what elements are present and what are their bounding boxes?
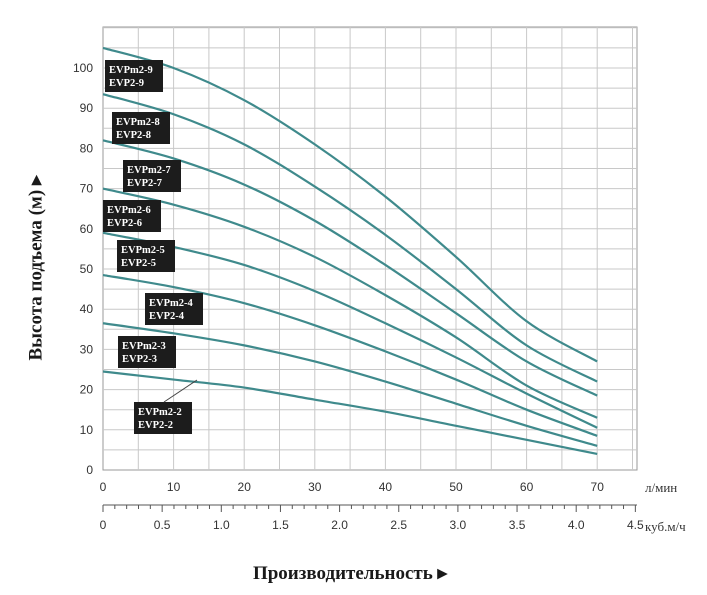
series-label-box: [105, 60, 163, 92]
y-tick-label: 0: [86, 463, 93, 477]
pump-curve-3: [102, 322, 598, 447]
y-tick-label: 20: [80, 383, 94, 397]
pump-curve-9: [102, 46, 598, 363]
series-label-9: EVPm2-9 EVP2-9: [105, 60, 163, 92]
series-label-text: EVPm2-9: [109, 65, 153, 76]
y-tick-label: 100: [73, 61, 93, 75]
x-tick-label: 40: [379, 480, 393, 494]
x2-tick-label: 1.0: [213, 518, 230, 532]
series-label-text: EVP2-3: [122, 354, 157, 365]
y-tick-label: 10: [80, 423, 94, 437]
series-label-text: EVPm2-2: [138, 407, 182, 418]
series-label-text: EVPm2-3: [122, 341, 166, 352]
series-label-box: [118, 336, 176, 368]
series-label-box: [145, 293, 203, 325]
x-tick-label: 0: [100, 480, 107, 494]
series-label-5: EVPm2-5 EVP2-5: [117, 240, 175, 272]
pump-curve-2: [102, 370, 598, 455]
pump-curve-8: [102, 93, 598, 383]
series-label-text: EVP2-9: [109, 78, 144, 89]
series-label-text: EVPm2-8: [116, 117, 160, 128]
series-label-text: EVP2-5: [121, 258, 156, 269]
y-tick-label: 60: [80, 222, 94, 236]
x-tick-label: 60: [520, 480, 534, 494]
pump-curve-6: [102, 187, 598, 419]
x-unit-label-secondary: куб.м/ч: [645, 519, 686, 534]
series-label-3: EVPm2-3 EVP2-3: [118, 336, 176, 368]
series-label-box: [117, 240, 175, 272]
x-tick-label: 30: [308, 480, 322, 494]
x2-tick-label: 2.5: [390, 518, 407, 532]
series-label-text: EVPm2-4: [149, 298, 193, 309]
series-label-7: EVPm2-7 EVP2-7: [123, 160, 181, 192]
series-label-box: [112, 112, 170, 144]
x2-tick-label: 4.5: [627, 518, 644, 532]
series-label-8: EVPm2-8 EVP2-8: [112, 112, 170, 144]
x2-tick-label: 0.5: [154, 518, 171, 532]
x-tick-label: 20: [238, 480, 252, 494]
series-label-text: EVP2-8: [116, 130, 151, 141]
y-tick-label: 90: [80, 101, 94, 115]
x2-tick-label: 2.0: [331, 518, 348, 532]
series-label-leader: [163, 379, 198, 403]
x2-tick-label: 3.5: [509, 518, 526, 532]
y-tick-label: 50: [80, 262, 94, 276]
x-axis-label: Производительность ▸: [252, 563, 448, 584]
x-tick-label: 70: [591, 480, 605, 494]
x2-tick-label: 0: [100, 518, 107, 532]
series-label-6: EVPm2-6 EVP2-6: [103, 200, 161, 232]
y-axis-label-container: Высота подъема (м) ▸: [8, 0, 64, 595]
pump-curve-5: [102, 231, 598, 429]
y-tick-label: 40: [80, 302, 94, 316]
y-tick-label: 30: [80, 342, 94, 356]
pump-curve-4: [102, 273, 598, 437]
series-label-box: [134, 402, 192, 434]
series-label-text: EVPm2-5: [121, 245, 165, 256]
x2-tick-label: 1.5: [272, 518, 289, 532]
x-unit-label-primary: л/мин: [645, 480, 677, 495]
series-label-box: [103, 200, 161, 232]
series-label-2: EVPm2-2 EVP2-2: [134, 402, 192, 434]
series-label-text: EVP2-4: [149, 311, 185, 322]
x-tick-label: 50: [449, 480, 463, 494]
series-label-box: [123, 160, 181, 192]
y-tick-label: 70: [80, 182, 94, 196]
x-tick-label: 10: [167, 480, 181, 494]
series-label-4: EVPm2-4 EVP2-4: [145, 293, 203, 325]
pump-curve-7: [102, 139, 598, 397]
y-axis-label: Высота подъема (м) ▸: [25, 175, 47, 361]
x2-tick-label: 4.0: [568, 518, 585, 532]
series-label-text: EVPm2-7: [127, 165, 171, 176]
series-label-text: EVP2-7: [127, 178, 162, 189]
series-label-text: EVP2-6: [107, 218, 142, 229]
y-tick-label: 80: [80, 141, 94, 155]
x2-tick-label: 3.0: [450, 518, 467, 532]
series-label-text: EVPm2-6: [107, 205, 151, 216]
series-label-text: EVP2-2: [138, 420, 173, 431]
